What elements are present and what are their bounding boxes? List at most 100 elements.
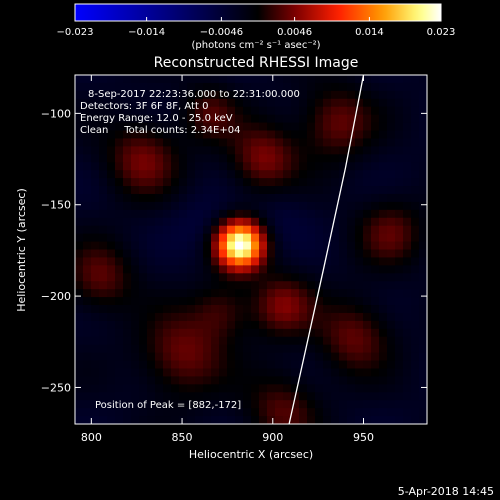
heatmap-cell <box>291 225 300 235</box>
heatmap-cell <box>75 416 84 424</box>
heatmap-cell <box>155 312 164 322</box>
heatmap-cell <box>163 201 172 211</box>
heatmap-cell <box>291 305 300 314</box>
heatmap-cell <box>411 376 420 385</box>
heatmap-cell <box>123 305 132 314</box>
heatmap-cell <box>219 336 228 346</box>
heatmap-cell <box>275 328 284 338</box>
heatmap-cell <box>275 281 284 290</box>
heatmap-cell <box>75 384 84 393</box>
heatmap-cell <box>355 376 364 385</box>
heatmap-cell <box>83 360 92 369</box>
heatmap-cell <box>275 320 284 330</box>
heatmap-cell <box>419 201 427 211</box>
heatmap-cell <box>123 170 132 179</box>
heatmap-cell <box>219 90 228 100</box>
heatmap-cell <box>243 122 252 131</box>
heatmap-cell <box>155 130 164 139</box>
heatmap-cell <box>299 265 308 274</box>
heatmap-cell <box>355 336 364 346</box>
heatmap-cell <box>203 344 212 354</box>
heatmap-cell <box>307 75 316 84</box>
heatmap-cell <box>139 106 148 116</box>
heatmap-cell <box>83 225 92 235</box>
heatmap-cell <box>187 209 196 219</box>
heatmap-cell <box>419 257 427 266</box>
heatmap-cell <box>163 249 172 258</box>
heatmap-cell <box>243 408 252 417</box>
heatmap-cell <box>403 400 412 409</box>
heatmap-cell <box>419 384 427 393</box>
heatmap-cell <box>91 376 100 385</box>
heatmap-cell <box>147 106 156 116</box>
heatmap-cell <box>139 241 148 250</box>
heatmap-cell <box>339 297 348 306</box>
heatmap-cell <box>147 400 156 409</box>
heatmap-cell <box>227 193 236 203</box>
heatmap-cell <box>259 209 268 219</box>
heatmap-cell <box>355 344 364 354</box>
heatmap-cell <box>363 305 372 314</box>
heatmap-cell <box>259 233 268 242</box>
heatmap-cell <box>299 209 308 219</box>
heatmap-cell <box>419 170 427 179</box>
heatmap-cell <box>363 201 372 211</box>
heatmap-cell <box>339 75 348 84</box>
heatmap-cell <box>243 217 252 227</box>
heatmap-cell <box>275 297 284 306</box>
heatmap-cell <box>339 162 348 171</box>
heatmap-cell <box>395 281 404 290</box>
heatmap-cell <box>411 416 420 424</box>
heatmap-cell <box>267 162 276 171</box>
heatmap-cell <box>99 360 108 369</box>
heatmap-cell <box>251 273 260 282</box>
heatmap-cell <box>107 106 116 116</box>
heatmap-cell <box>283 186 292 195</box>
heatmap-cell <box>395 217 404 227</box>
heatmap-cell <box>363 106 372 116</box>
heatmap-cell <box>235 265 244 274</box>
heatmap-cell <box>267 289 276 298</box>
heatmap-cell <box>203 360 212 369</box>
heatmap-cell <box>283 201 292 211</box>
heatmap-cell <box>187 384 196 393</box>
heatmap-cell <box>371 328 380 338</box>
heatmap-cell <box>323 281 332 290</box>
heatmap-cell <box>131 400 140 409</box>
heatmap-cell <box>155 122 164 131</box>
heatmap-cell <box>339 384 348 393</box>
heatmap-cell <box>331 257 340 266</box>
x-axis-ticks: 800 850 900 950 <box>81 75 374 444</box>
heatmap-cell <box>411 241 420 250</box>
heatmap-cell <box>339 257 348 266</box>
heatmap-cell <box>387 106 396 116</box>
x-tick-label: 850 <box>172 431 193 444</box>
heatmap-cell <box>307 217 316 227</box>
heatmap-cell <box>83 106 92 116</box>
heatmap-cell <box>203 170 212 179</box>
heatmap-cell <box>187 106 196 116</box>
heatmap-cell <box>363 162 372 171</box>
heatmap-cell <box>283 241 292 250</box>
heatmap-cell <box>331 344 340 354</box>
heatmap-cell <box>283 416 292 424</box>
heatmap-cell <box>139 114 148 123</box>
heatmap-cell <box>259 305 268 314</box>
heatmap-cell <box>251 130 260 139</box>
heatmap-cell <box>371 297 380 306</box>
heatmap-cell <box>91 114 100 123</box>
heatmap-cell <box>283 82 292 92</box>
heatmap-cell <box>307 225 316 235</box>
heatmap-cell <box>307 352 316 361</box>
heatmap-cell <box>155 154 164 163</box>
heatmap-cell <box>227 376 236 385</box>
heatmap-cell <box>83 384 92 393</box>
heatmap-cell <box>307 360 316 369</box>
heatmap-cell <box>259 106 268 116</box>
heatmap-cell <box>419 75 427 84</box>
heatmap-cell <box>195 408 204 417</box>
heatmap-cell <box>235 328 244 338</box>
heatmap-cell <box>419 376 427 385</box>
heatmap-cell <box>139 265 148 274</box>
heatmap-cell <box>123 344 132 354</box>
